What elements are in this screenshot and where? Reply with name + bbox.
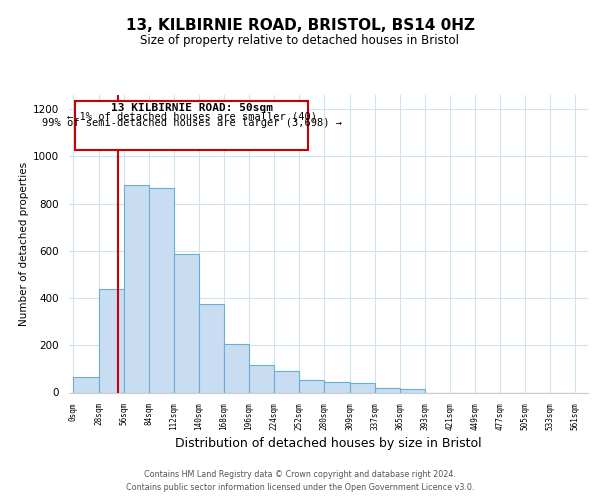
Bar — [299, 380, 324, 392]
Text: 13, KILBIRNIE ROAD, BRISTOL, BS14 0HZ: 13, KILBIRNIE ROAD, BRISTOL, BS14 0HZ — [125, 18, 475, 32]
Bar — [98, 288, 124, 393]
Text: 13 KILBIRNIE ROAD: 50sqm: 13 KILBIRNIE ROAD: 50sqm — [110, 104, 272, 114]
Bar — [124, 184, 149, 392]
Text: Contains HM Land Registry data © Crown copyright and database right 2024.
Contai: Contains HM Land Registry data © Crown c… — [126, 470, 474, 492]
Text: 99% of semi-detached houses are larger (3,698) →: 99% of semi-detached houses are larger (… — [41, 118, 341, 128]
Bar — [249, 366, 274, 392]
X-axis label: Distribution of detached houses by size in Bristol: Distribution of detached houses by size … — [175, 437, 482, 450]
Bar — [400, 389, 425, 392]
Bar — [199, 304, 224, 392]
Y-axis label: Number of detached properties: Number of detached properties — [19, 162, 29, 326]
Bar — [73, 377, 98, 392]
FancyBboxPatch shape — [75, 101, 308, 150]
Bar — [350, 383, 375, 392]
Text: Size of property relative to detached houses in Bristol: Size of property relative to detached ho… — [140, 34, 460, 47]
Bar — [324, 382, 350, 392]
Bar — [375, 388, 400, 392]
Bar — [173, 254, 199, 392]
Bar — [149, 188, 173, 392]
Bar — [274, 371, 299, 392]
Bar — [224, 344, 249, 393]
Text: ← 1% of detached houses are smaller (40): ← 1% of detached houses are smaller (40) — [67, 112, 317, 122]
